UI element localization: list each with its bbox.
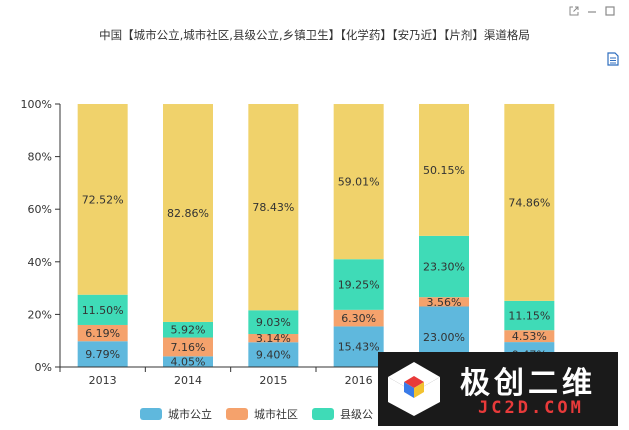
bar-segment xyxy=(163,337,213,357)
x-tick-label: 2013 xyxy=(89,374,117,387)
bar-segment xyxy=(419,103,469,236)
legend-item[interactable]: 城市公立 xyxy=(140,406,212,422)
data-label: 59.01% xyxy=(338,176,380,189)
y-tick-label: 0% xyxy=(35,361,52,374)
window-controls xyxy=(569,6,615,16)
bar-segment xyxy=(77,104,128,295)
data-label: 6.19% xyxy=(85,327,120,340)
bar-segment xyxy=(504,103,555,301)
data-label: 74.86% xyxy=(508,196,550,209)
data-label: 19.25% xyxy=(338,279,380,292)
legend-swatch xyxy=(140,408,162,420)
data-label: 78.43% xyxy=(252,201,294,214)
data-label: 5.92% xyxy=(171,324,206,337)
bar-segment xyxy=(419,297,469,307)
legend-swatch xyxy=(226,408,248,420)
data-label: 11.50% xyxy=(82,304,124,317)
bar-segment xyxy=(248,310,299,335)
watermark-text-en: JC2D.COM xyxy=(478,398,584,418)
legend-item[interactable]: 城市社区 xyxy=(226,406,298,422)
data-label: 7.16% xyxy=(171,341,206,354)
legend-label: 城市社区 xyxy=(254,408,298,421)
data-label: 23.00% xyxy=(423,331,465,344)
y-tick-label: 40% xyxy=(28,256,52,269)
x-tick-label: 2014 xyxy=(174,374,202,387)
data-label: 4.05% xyxy=(171,356,206,369)
bar-segment xyxy=(77,294,128,325)
legend-label: 城市公立 xyxy=(168,408,212,421)
bar-segment xyxy=(333,309,384,327)
y-tick-label: 100% xyxy=(21,98,52,111)
data-label: 82.86% xyxy=(167,207,209,220)
bar-segment xyxy=(77,341,128,367)
data-label: 23.30% xyxy=(423,261,465,274)
data-label: 3.14% xyxy=(256,332,291,345)
data-label: 4.53% xyxy=(512,330,547,343)
y-tick-label: 80% xyxy=(28,151,52,164)
bar-segment xyxy=(504,330,555,343)
bar-segment xyxy=(163,321,213,338)
bar-segment xyxy=(248,104,299,311)
data-label: 9.40% xyxy=(256,349,291,362)
watermark-text-cn: 极创二维 xyxy=(460,366,596,401)
bar-segment xyxy=(248,334,299,343)
x-tick-label: 2016 xyxy=(345,374,373,387)
data-label: 6.30% xyxy=(341,312,376,325)
bar-segment xyxy=(77,324,128,342)
bar-segment xyxy=(333,326,384,367)
bar-segment xyxy=(163,356,213,367)
bar-segment xyxy=(163,104,213,322)
x-tick-label: 2015 xyxy=(259,374,287,387)
chart-legend: 城市公立 城市社区 县级公 xyxy=(140,406,373,422)
y-tick-label: 60% xyxy=(28,203,52,216)
watermark-logo: 极创二维 JC2D.COM xyxy=(378,352,618,426)
y-tick-label: 20% xyxy=(28,308,52,321)
bar-segment xyxy=(333,259,384,310)
data-label: 3.56% xyxy=(427,296,462,309)
data-label: 11.15% xyxy=(508,310,550,323)
bar-segment xyxy=(248,342,299,367)
bar-segment xyxy=(419,235,469,298)
data-view-icon[interactable] xyxy=(607,51,619,70)
bar-segment xyxy=(333,104,384,260)
data-label: 50.15% xyxy=(423,164,465,177)
legend-item[interactable]: 县级公 xyxy=(312,406,373,422)
legend-label: 县级公 xyxy=(340,408,373,421)
bar-segment xyxy=(504,300,555,331)
external-link-icon[interactable] xyxy=(569,6,579,16)
data-label: 15.43% xyxy=(338,341,380,354)
minimize-icon[interactable] xyxy=(587,6,597,16)
data-label: 72.52% xyxy=(82,193,124,206)
data-label: 9.03% xyxy=(256,316,291,329)
data-label: 9.79% xyxy=(85,348,120,361)
legend-swatch xyxy=(312,408,334,420)
maximize-icon[interactable] xyxy=(605,6,615,16)
chart-title: 中国【城市公立,城市社区,县级公立,乡镇卫生】【化学药】【安乃近】【片剂】渠道格… xyxy=(99,28,530,42)
